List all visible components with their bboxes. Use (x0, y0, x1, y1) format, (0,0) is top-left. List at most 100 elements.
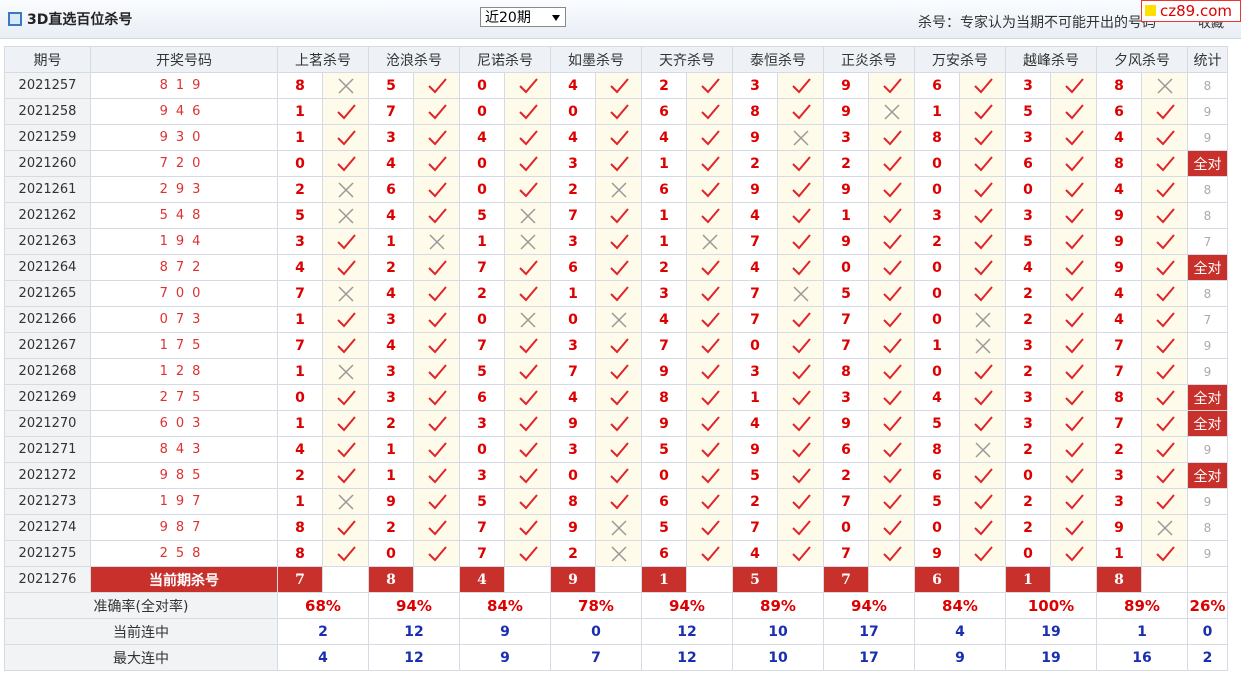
kill-number: 8 (277, 514, 323, 541)
kill-number: 0 (823, 514, 869, 541)
result-cell (868, 280, 915, 307)
result-cell (868, 306, 915, 333)
check-mark (1155, 441, 1175, 457)
summary-value: 16 (1096, 644, 1188, 671)
result-cell (686, 540, 733, 567)
hit-icon (700, 77, 720, 93)
check-mark (336, 129, 356, 145)
result-cell (777, 254, 824, 281)
hit-icon (882, 441, 902, 457)
kill-number: 7 (459, 514, 505, 541)
select-arrow[interactable] (552, 15, 560, 21)
summary-value: 12 (368, 618, 460, 645)
hit-icon (700, 311, 720, 327)
check-mark (700, 207, 720, 223)
result-cell (686, 280, 733, 307)
data-row: 2021271 843 4 1 0 3 5 9 6 8 2 2 9 (4, 436, 1228, 463)
hit-icon (518, 493, 538, 509)
hit-icon (1064, 545, 1084, 561)
kill-number: 0 (459, 72, 505, 99)
check-mark (427, 415, 447, 431)
select-text[interactable]: 近20期 (485, 10, 531, 26)
check-mark (518, 415, 538, 431)
kill-number: 7 (823, 332, 869, 359)
hit-icon (700, 363, 720, 379)
check-mark (427, 285, 447, 301)
check-mark (1064, 233, 1084, 249)
check-mark (973, 415, 993, 431)
kill-number: 9 (550, 514, 596, 541)
result-cell (595, 98, 642, 125)
check-mark (973, 103, 993, 119)
result-cell (686, 436, 733, 463)
period-select[interactable]: 近20期 (480, 7, 566, 27)
summary-value: 94% (641, 592, 733, 619)
check-mark (1064, 77, 1084, 93)
kill-number: 4 (732, 254, 778, 281)
check-mark (1064, 259, 1084, 275)
check-mark (1155, 467, 1175, 483)
check-mark (427, 155, 447, 171)
result-cell (1050, 436, 1097, 463)
result-cell (1141, 410, 1188, 437)
result-cell (686, 124, 733, 151)
kill-number: 1 (277, 98, 323, 125)
check-mark (700, 415, 720, 431)
result-cell (1141, 228, 1188, 255)
hit-icon (1064, 363, 1084, 379)
result-cell (959, 72, 1006, 99)
check-mark (336, 467, 356, 483)
kill-number: 7 (1096, 410, 1142, 437)
kill-number: 8 (1096, 72, 1142, 99)
logo-text[interactable]: cz89.com (1160, 2, 1233, 20)
hit-icon (973, 285, 993, 301)
hit-icon (791, 545, 811, 561)
hit-icon (1064, 77, 1084, 93)
logo[interactable]: cz89.com (1141, 0, 1241, 22)
result-cell (959, 202, 1006, 229)
check-mark (609, 389, 629, 405)
kill-number: 3 (1005, 332, 1051, 359)
result-cell (1141, 124, 1188, 151)
hit-icon (882, 207, 902, 223)
result-cell (504, 384, 551, 411)
hit-icon (973, 103, 993, 119)
result-cell (504, 358, 551, 385)
hit-icon (791, 337, 811, 353)
kill-number: 9 (823, 410, 869, 437)
check-mark (1064, 493, 1084, 509)
check-mark (336, 389, 356, 405)
result-cell (1141, 306, 1188, 333)
check-mark (336, 441, 356, 457)
check-mark (791, 259, 811, 275)
hit-icon (336, 155, 356, 171)
kill-number: 4 (1096, 306, 1142, 333)
check-mark (336, 233, 356, 249)
kill-number: 3 (1096, 462, 1142, 489)
kill-table: 期号 开奖号码 上茗杀号 沧浪杀号 尼诺杀号 如墨杀号 天齐杀号 泰恒杀号 正炎杀号 万安杀号 越峰… (4, 46, 1228, 671)
empty-cell (413, 566, 460, 593)
data-row: 2021268 128 1 3 5 7 9 3 8 0 2 7 9 (4, 358, 1228, 385)
check-mark (700, 129, 720, 145)
hit-icon (609, 441, 629, 457)
current-row: 2021276 当前期杀号 7 8 4 9 1 5 7 6 1 8 (4, 566, 1228, 593)
period: 2021271 (4, 436, 91, 463)
check-mark (791, 519, 811, 535)
hit-icon (336, 519, 356, 535)
result-cell (1050, 98, 1097, 125)
check-mark (1155, 155, 1175, 171)
hit-icon (1064, 441, 1084, 457)
result-cell (959, 462, 1006, 489)
kill-number: 9 (1096, 514, 1142, 541)
hit-icon (427, 519, 447, 535)
summary-value: 12 (641, 644, 733, 671)
summary-value: 7 (550, 644, 642, 671)
draw-number: 946 (90, 98, 278, 125)
check-mark (518, 181, 538, 197)
check-mark (427, 363, 447, 379)
kill-number: 1 (914, 332, 960, 359)
hit-icon (882, 155, 902, 171)
kill-number: 9 (1096, 254, 1142, 281)
kill-number: 0 (914, 150, 960, 177)
check-mark (427, 337, 447, 353)
